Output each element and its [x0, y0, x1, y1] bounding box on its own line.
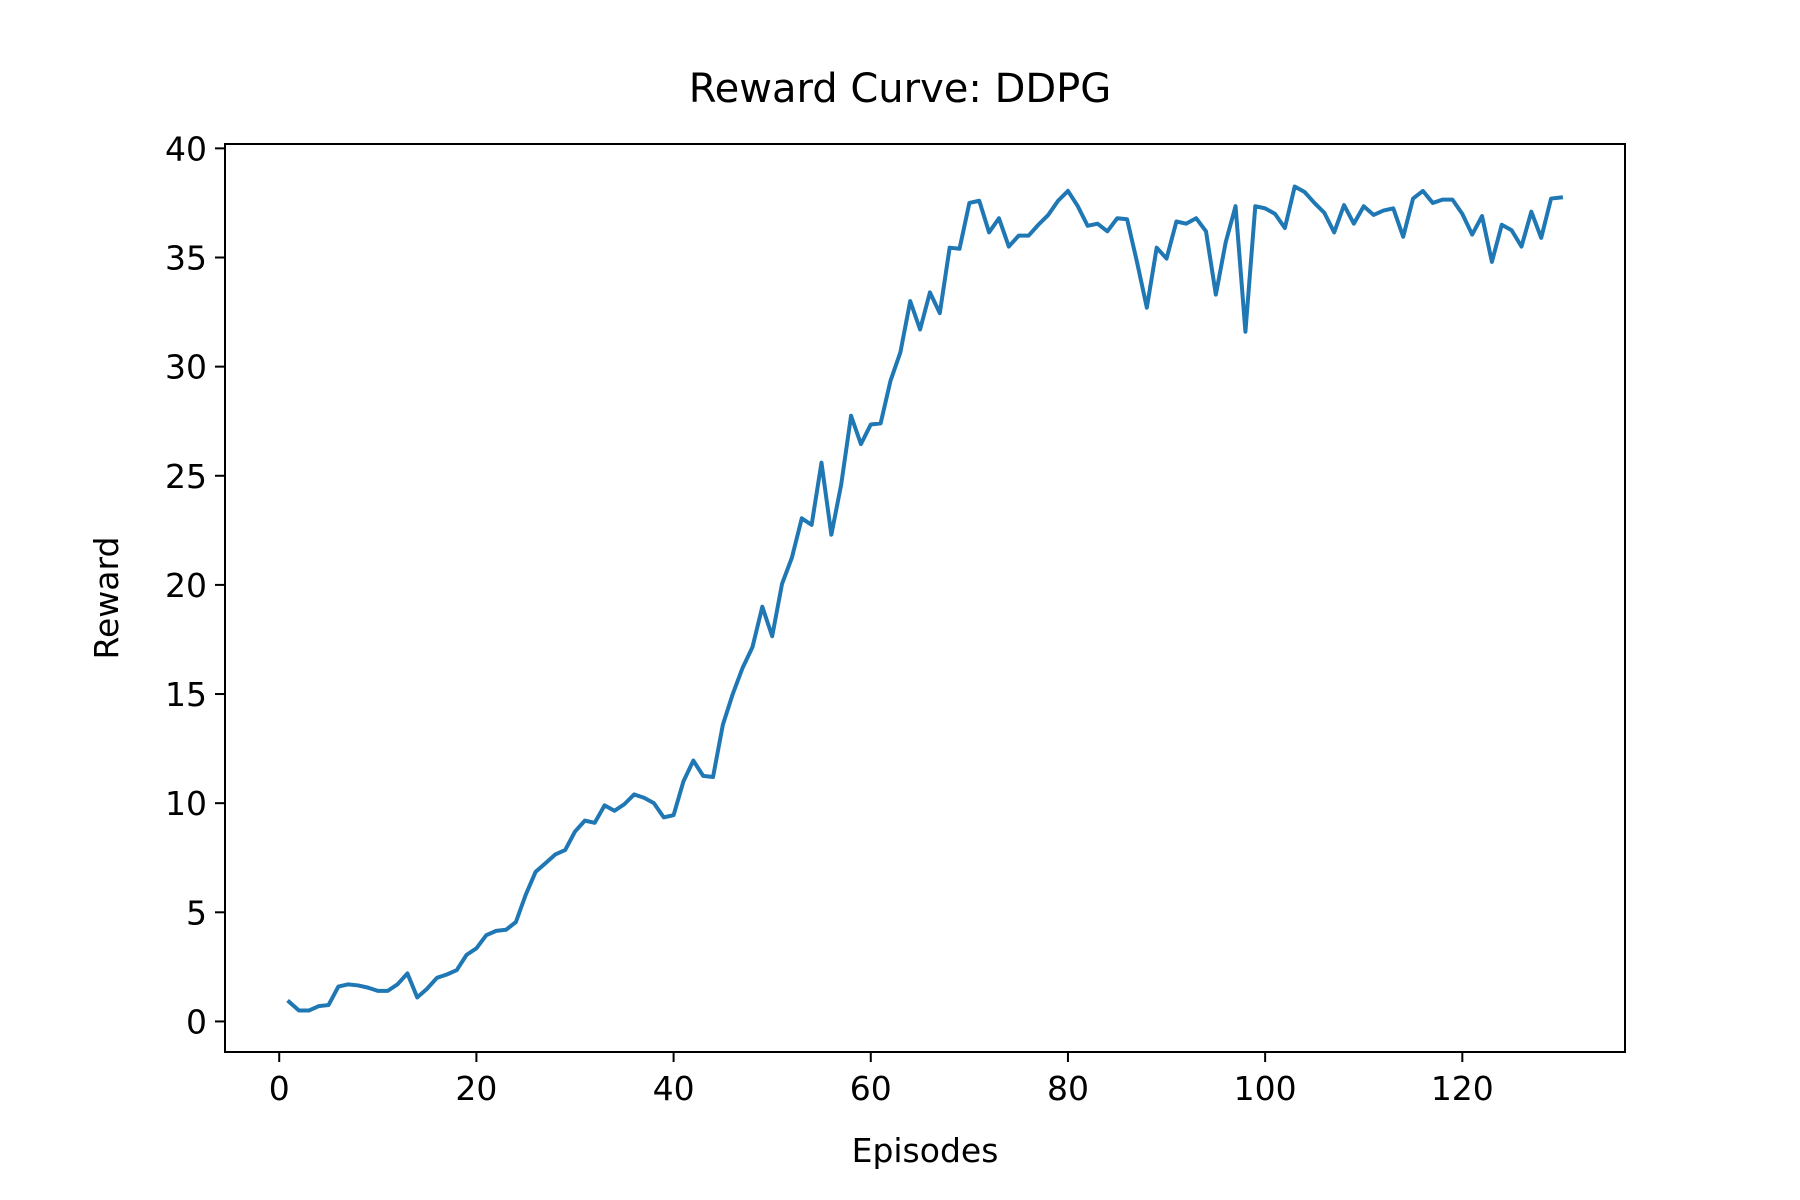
y-tick-label: 5	[186, 893, 207, 932]
y-tick-label: 10	[165, 784, 207, 823]
y-tick-label: 0	[186, 1002, 207, 1041]
x-tick-label: 0	[269, 1069, 290, 1108]
y-tick-label: 15	[165, 675, 207, 714]
x-tick-label: 80	[1047, 1069, 1089, 1108]
y-tick-label: 20	[165, 566, 207, 605]
y-tick-label: 30	[165, 348, 207, 387]
y-axis-label: Reward	[87, 537, 126, 660]
y-tick-label: 35	[165, 239, 207, 278]
x-axis-label: Episodes	[852, 1131, 999, 1170]
y-tick-label: 40	[165, 129, 207, 168]
chart-title: Reward Curve: DDPG	[689, 66, 1112, 112]
plot-area	[286, 184, 1564, 1013]
reward-series-line	[286, 184, 1564, 1013]
x-tick-label: 60	[850, 1069, 892, 1108]
x-tick-label: 120	[1431, 1069, 1494, 1108]
plot-frame	[224, 143, 1626, 1053]
y-tick-label: 25	[165, 457, 207, 496]
x-tick-label: 100	[1234, 1069, 1297, 1108]
x-tick-label: 40	[653, 1069, 695, 1108]
x-axis: 0 20 40 60 80 100 120	[269, 1052, 1494, 1108]
x-tick-label: 20	[455, 1069, 497, 1108]
y-axis: 0 5 10 15 20 25 30 35 40	[165, 129, 225, 1041]
